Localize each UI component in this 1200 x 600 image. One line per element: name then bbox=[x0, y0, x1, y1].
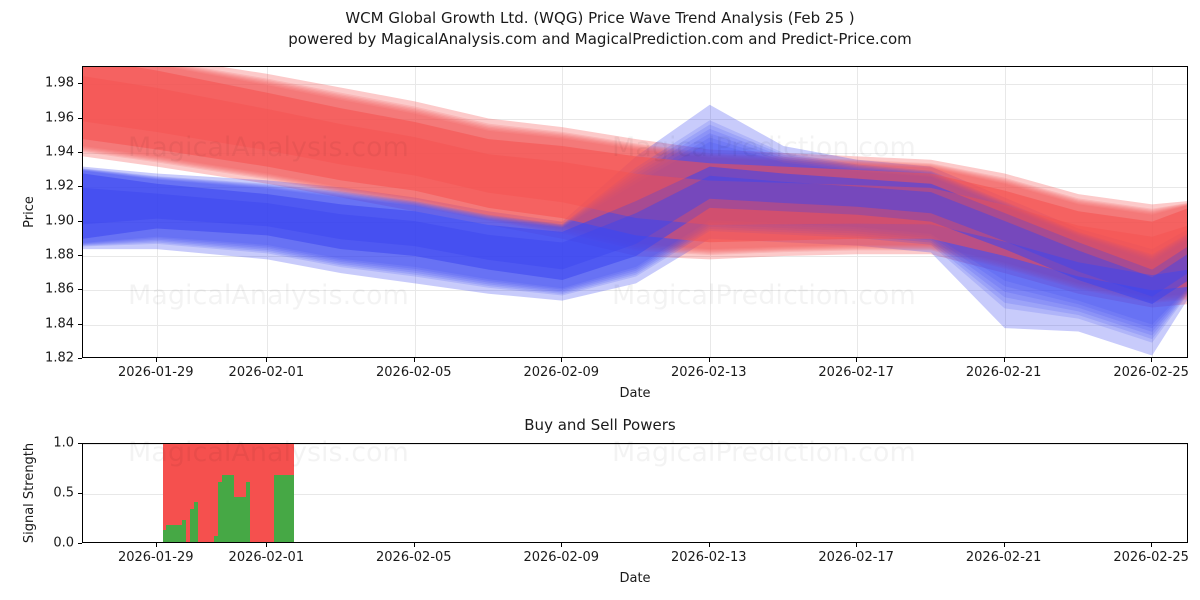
powers-x-tick-label: 2026-02-09 bbox=[523, 550, 600, 565]
price-y-tick-mark bbox=[78, 151, 82, 153]
powers-x-tick-mark bbox=[856, 543, 858, 547]
red-inner-core bbox=[83, 76, 1187, 276]
powers-y-tick-mark bbox=[78, 443, 82, 444]
title-line-1: WCM Global Growth Ltd. (WQG) Price Wave … bbox=[345, 9, 855, 27]
price-x-tick-mark bbox=[266, 358, 268, 362]
powers-x-tick-label: 2026-02-25 bbox=[1113, 550, 1189, 565]
gridline-horizontal bbox=[83, 290, 1187, 292]
gridline-horizontal bbox=[83, 84, 1187, 86]
price-y-tick-mark bbox=[78, 117, 82, 119]
price-x-tick-label: 2026-02-05 bbox=[376, 365, 452, 380]
price-x-tick-mark bbox=[413, 358, 415, 362]
blue-core-band bbox=[83, 166, 1187, 305]
power-bar[interactable] bbox=[273, 444, 294, 542]
gridline-horizontal bbox=[83, 324, 1187, 326]
gridline-vertical bbox=[1152, 67, 1154, 357]
price-x-tick-label: 2026-02-21 bbox=[965, 365, 1042, 380]
powers-y-tick-mark bbox=[78, 543, 82, 544]
buy-power-segment bbox=[166, 525, 187, 542]
powers-x-tick-mark bbox=[1151, 543, 1153, 547]
powers-x-tick-mark bbox=[561, 543, 563, 547]
price-x-tick-mark bbox=[1151, 358, 1153, 362]
powers-chart-title: Buy and Sell Powers bbox=[524, 416, 676, 434]
price-y-tick-mark bbox=[78, 289, 82, 291]
price-y-tick-mark bbox=[78, 186, 82, 188]
gridline-horizontal bbox=[83, 494, 1187, 495]
powers-x-tick-mark bbox=[413, 543, 415, 547]
powers-x-axis-label: Date bbox=[619, 571, 651, 586]
powers-x-tick-label: 2026-02-01 bbox=[228, 550, 305, 565]
title-line-2: powered by MagicalAnalysis.com and Magic… bbox=[288, 30, 912, 48]
page-title: WCM Global Growth Ltd. (WQG) Price Wave … bbox=[0, 8, 1200, 50]
price-x-tick-label: 2026-01-29 bbox=[117, 365, 194, 380]
price-y-axis-label: Price bbox=[22, 196, 37, 228]
price-y-tick-label: 1.86 bbox=[45, 281, 74, 297]
powers-x-tick-label: 2026-02-13 bbox=[670, 550, 747, 565]
price-x-tick-label: 2026-02-17 bbox=[818, 365, 894, 380]
power-bar[interactable] bbox=[166, 444, 187, 542]
gridline-horizontal bbox=[83, 152, 1187, 154]
price-y-tick-label: 1.90 bbox=[45, 213, 74, 229]
price-y-tick-mark bbox=[78, 83, 82, 85]
red-core-band bbox=[83, 67, 1187, 291]
price-x-tick-mark bbox=[155, 358, 157, 362]
price-x-tick-label: 2026-02-13 bbox=[670, 365, 747, 380]
blue-inner-core bbox=[83, 175, 1187, 297]
price-y-tick-label: 1.88 bbox=[45, 247, 74, 263]
price-y-tick-label: 1.84 bbox=[45, 316, 74, 332]
price-x-tick-label: 2026-02-09 bbox=[523, 365, 600, 380]
sell-power-segment bbox=[166, 444, 187, 525]
powers-x-tick-mark bbox=[266, 543, 268, 547]
price-x-tick-mark bbox=[856, 358, 858, 362]
powers-chart-axes bbox=[82, 443, 1188, 543]
buy-power-segment bbox=[273, 475, 294, 542]
price-y-tick-mark bbox=[78, 323, 82, 325]
price-y-tick-mark bbox=[78, 220, 82, 222]
powers-y-axis-label: Signal Strength bbox=[22, 442, 37, 544]
powers-y-tick-mark bbox=[78, 493, 82, 494]
gridline-horizontal bbox=[83, 255, 1187, 257]
powers-x-tick-label: 2026-02-21 bbox=[965, 550, 1042, 565]
price-x-tick-mark bbox=[1003, 358, 1005, 362]
powers-y-tick-label: 0.0 bbox=[53, 535, 74, 551]
gridline-horizontal bbox=[83, 118, 1187, 120]
price-y-tick-label: 1.82 bbox=[45, 350, 74, 366]
price-x-tick-mark bbox=[708, 358, 710, 362]
powers-y-tick-label: 0.5 bbox=[53, 485, 74, 501]
price-chart-axes bbox=[82, 66, 1188, 358]
price-y-tick-mark bbox=[78, 358, 82, 359]
price-y-tick-label: 1.98 bbox=[45, 75, 74, 91]
powers-x-tick-mark bbox=[708, 543, 710, 547]
price-y-tick-label: 1.92 bbox=[45, 178, 74, 194]
powers-x-tick-mark bbox=[1003, 543, 1005, 547]
powers-x-tick-label: 2026-02-17 bbox=[818, 550, 894, 565]
price-x-tick-label: 2026-02-25 bbox=[1113, 365, 1189, 380]
price-x-tick-label: 2026-02-01 bbox=[228, 365, 305, 380]
sell-power-segment bbox=[273, 444, 294, 475]
gridline-horizontal bbox=[83, 444, 1187, 445]
powers-x-tick-label: 2026-02-05 bbox=[376, 550, 452, 565]
powers-x-tick-label: 2026-01-29 bbox=[117, 550, 194, 565]
price-y-tick-label: 1.96 bbox=[45, 110, 74, 126]
price-y-tick-mark bbox=[78, 254, 82, 256]
powers-y-tick-label: 1.0 bbox=[53, 435, 74, 451]
price-x-tick-mark bbox=[561, 358, 563, 362]
powers-x-tick-mark bbox=[155, 543, 157, 547]
price-x-axis-label: Date bbox=[619, 386, 651, 401]
price-y-tick-label: 1.94 bbox=[45, 144, 74, 160]
